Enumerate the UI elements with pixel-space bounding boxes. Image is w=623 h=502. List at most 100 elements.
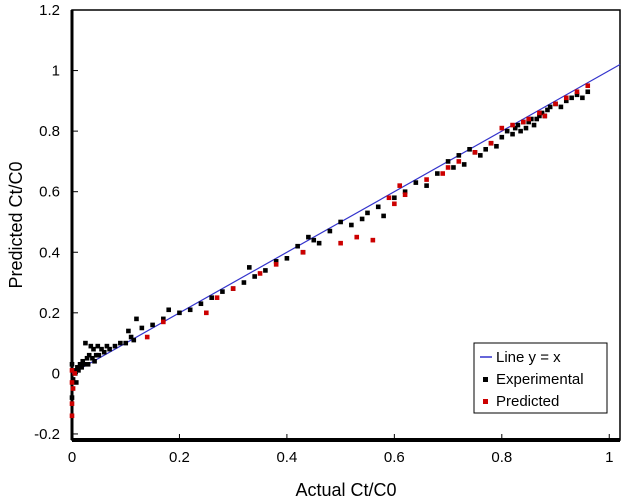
x-tick-label: 0.4	[276, 449, 297, 466]
predicted-point	[553, 101, 558, 107]
experimental-point	[365, 210, 370, 216]
experimental-point	[131, 337, 137, 343]
experimental-point	[534, 116, 540, 122]
predicted-point	[392, 201, 397, 207]
experimental-point	[515, 122, 521, 128]
experimental-point	[547, 104, 553, 110]
predicted-point	[520, 119, 526, 125]
experimental-point	[483, 146, 488, 152]
experimental-point	[316, 240, 322, 246]
y-tick-label: 0.4	[39, 244, 60, 261]
experimental-point	[69, 361, 75, 367]
legend-experimental-label: Experimental	[496, 371, 584, 388]
experimental-point	[96, 352, 102, 358]
experimental-point	[359, 216, 365, 222]
experimental-point	[252, 274, 257, 279]
experimental-point	[112, 343, 118, 349]
legend-box	[473, 342, 608, 414]
experimental-point	[574, 92, 580, 98]
experimental-point	[198, 301, 204, 307]
experimental-point	[531, 122, 537, 128]
experimental-point	[494, 143, 499, 149]
legend: Line y = x Experimental Predicted	[473, 342, 608, 414]
experimental-point	[580, 95, 585, 101]
experimental-point	[381, 213, 386, 219]
predicted-point	[499, 125, 505, 131]
predicted-point	[402, 192, 408, 198]
y-tick-label: -0.2	[34, 426, 60, 443]
experimental-point	[107, 346, 112, 352]
experimental-point	[91, 346, 96, 352]
experimental-point	[424, 183, 429, 188]
predicted-point	[230, 286, 236, 291]
experimental-point	[220, 289, 225, 294]
predicted-point	[574, 89, 580, 95]
predicted-point	[456, 159, 462, 164]
experimental-point	[95, 343, 101, 349]
experimental-point	[402, 189, 408, 194]
experimental-point	[134, 316, 139, 322]
experimental-point	[85, 361, 91, 367]
legend-experimental-swatch	[483, 377, 488, 382]
experimental-point	[69, 395, 75, 400]
experimental-point	[585, 89, 591, 95]
experimental-point	[73, 380, 79, 385]
experimental-point	[84, 355, 90, 361]
points-layer	[69, 83, 591, 419]
experimental-point	[81, 361, 87, 367]
experimental-point	[241, 280, 247, 285]
experimental-point	[499, 134, 505, 140]
experimental-point	[456, 153, 462, 158]
experimental-point	[273, 259, 279, 264]
x-tick-label: 0	[68, 449, 76, 466]
predicted-point	[69, 368, 75, 373]
experimental-point	[435, 171, 440, 176]
experimental-point	[92, 358, 97, 364]
legend-predicted-label: Predicted	[496, 393, 559, 410]
experimental-point	[537, 113, 542, 119]
predicted-point	[69, 413, 75, 419]
predicted-point	[510, 122, 515, 128]
experimental-point	[349, 222, 354, 228]
predicted-point	[69, 380, 75, 385]
predicted-point	[70, 386, 76, 391]
y-axis: -0.2 0 0.2 0.4 0.6 0.8 1 1.2	[34, 2, 78, 443]
predicted-point	[424, 177, 429, 182]
experimental-point	[86, 352, 92, 358]
experimental-point	[478, 153, 483, 158]
experimental-point	[79, 365, 84, 370]
experimental-point	[545, 107, 550, 113]
experimental-point	[104, 343, 110, 349]
predicted-point	[354, 234, 360, 240]
experimental-point	[99, 346, 104, 352]
experimental-point	[295, 243, 300, 249]
predicted-point	[488, 140, 494, 146]
experimental-point	[77, 361, 83, 367]
experimental-point	[161, 316, 166, 322]
predicted-point	[537, 110, 542, 116]
predicted-point	[300, 249, 306, 255]
experimental-point	[246, 265, 252, 270]
experimental-point	[284, 256, 290, 261]
predicted-point	[585, 83, 591, 89]
experimental-point	[306, 234, 311, 240]
experimental-point	[128, 334, 134, 340]
experimental-point	[467, 146, 472, 152]
y-tick-label: 0.6	[39, 184, 60, 201]
y-tick-label: 0.8	[39, 123, 60, 140]
predicted-point	[338, 240, 343, 246]
x-tick-label: 0.6	[384, 449, 405, 466]
experimental-point	[563, 98, 569, 104]
predicted-point	[445, 165, 451, 170]
experimental-point	[569, 95, 574, 101]
experimental-point	[150, 322, 155, 328]
predicted-point	[204, 310, 209, 316]
experimental-point	[88, 343, 94, 349]
predicted-point	[440, 171, 446, 176]
predicted-point	[386, 195, 392, 201]
experimental-point	[504, 128, 510, 134]
predicted-point	[563, 95, 569, 101]
experimental-point	[413, 180, 419, 185]
predicted-point	[257, 271, 263, 276]
